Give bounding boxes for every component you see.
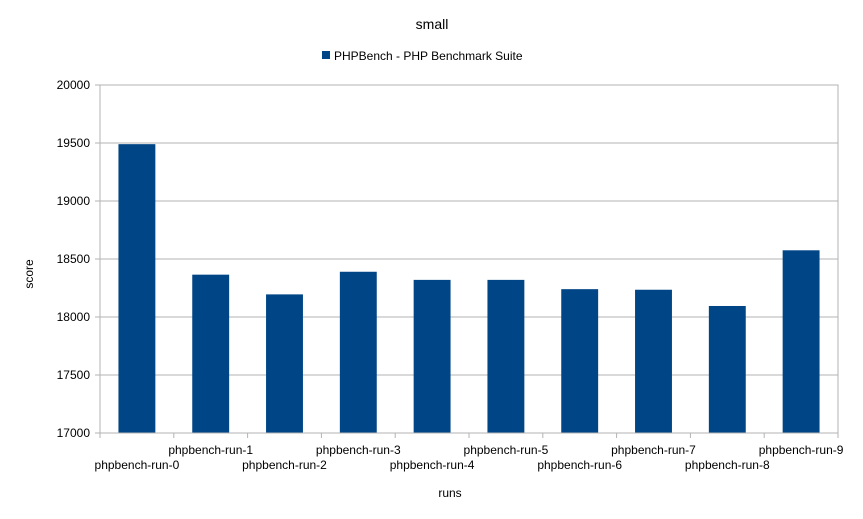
- bar: [635, 289, 672, 433]
- x-tick-label: phpbench-run-4: [390, 458, 475, 472]
- bar: [561, 289, 599, 433]
- legend: PHPBench - PHP Benchmark Suite: [322, 49, 523, 63]
- legend-swatch: [322, 51, 330, 59]
- x-axis-ticks: phpbench-run-0phpbench-run-1phpbench-run…: [95, 433, 844, 472]
- bar: [192, 274, 230, 433]
- x-tick-label: phpbench-run-0: [95, 458, 180, 472]
- x-tick-label: phpbench-run-8: [685, 458, 770, 472]
- x-tick-label: phpbench-run-2: [242, 458, 327, 472]
- plot-area: [99, 84, 839, 434]
- chart-title: small: [416, 16, 449, 32]
- y-tick-label: 18500: [57, 252, 91, 266]
- y-tick-label: 17500: [57, 368, 91, 382]
- bars: [118, 144, 820, 433]
- x-tick-label: phpbench-run-6: [537, 458, 622, 472]
- y-tick-label: 17000: [57, 426, 91, 440]
- y-tick-label: 20000: [57, 78, 91, 92]
- bar: [782, 250, 820, 433]
- bar: [413, 279, 451, 433]
- y-tick-label: 19000: [57, 194, 91, 208]
- x-tick-label: phpbench-run-9: [759, 443, 844, 457]
- x-tick-label: phpbench-run-5: [464, 443, 549, 457]
- x-tick-label: phpbench-run-7: [611, 443, 696, 457]
- x-tick-label: phpbench-run-3: [316, 443, 401, 457]
- x-axis-label: runs: [438, 486, 461, 500]
- bar: [339, 271, 377, 433]
- y-tick-label: 18000: [57, 310, 91, 324]
- bar: [487, 279, 525, 433]
- bar: [118, 144, 156, 433]
- legend-label: PHPBench - PHP Benchmark Suite: [334, 49, 523, 63]
- y-axis-ticks: 17000 17500 18000 18500 19000 19500 20000: [57, 78, 100, 440]
- x-tick-label: phpbench-run-1: [168, 443, 253, 457]
- bar: [266, 294, 303, 433]
- y-tick-label: 19500: [57, 136, 91, 150]
- bar: [708, 305, 746, 433]
- y-axis-label: score: [22, 259, 36, 289]
